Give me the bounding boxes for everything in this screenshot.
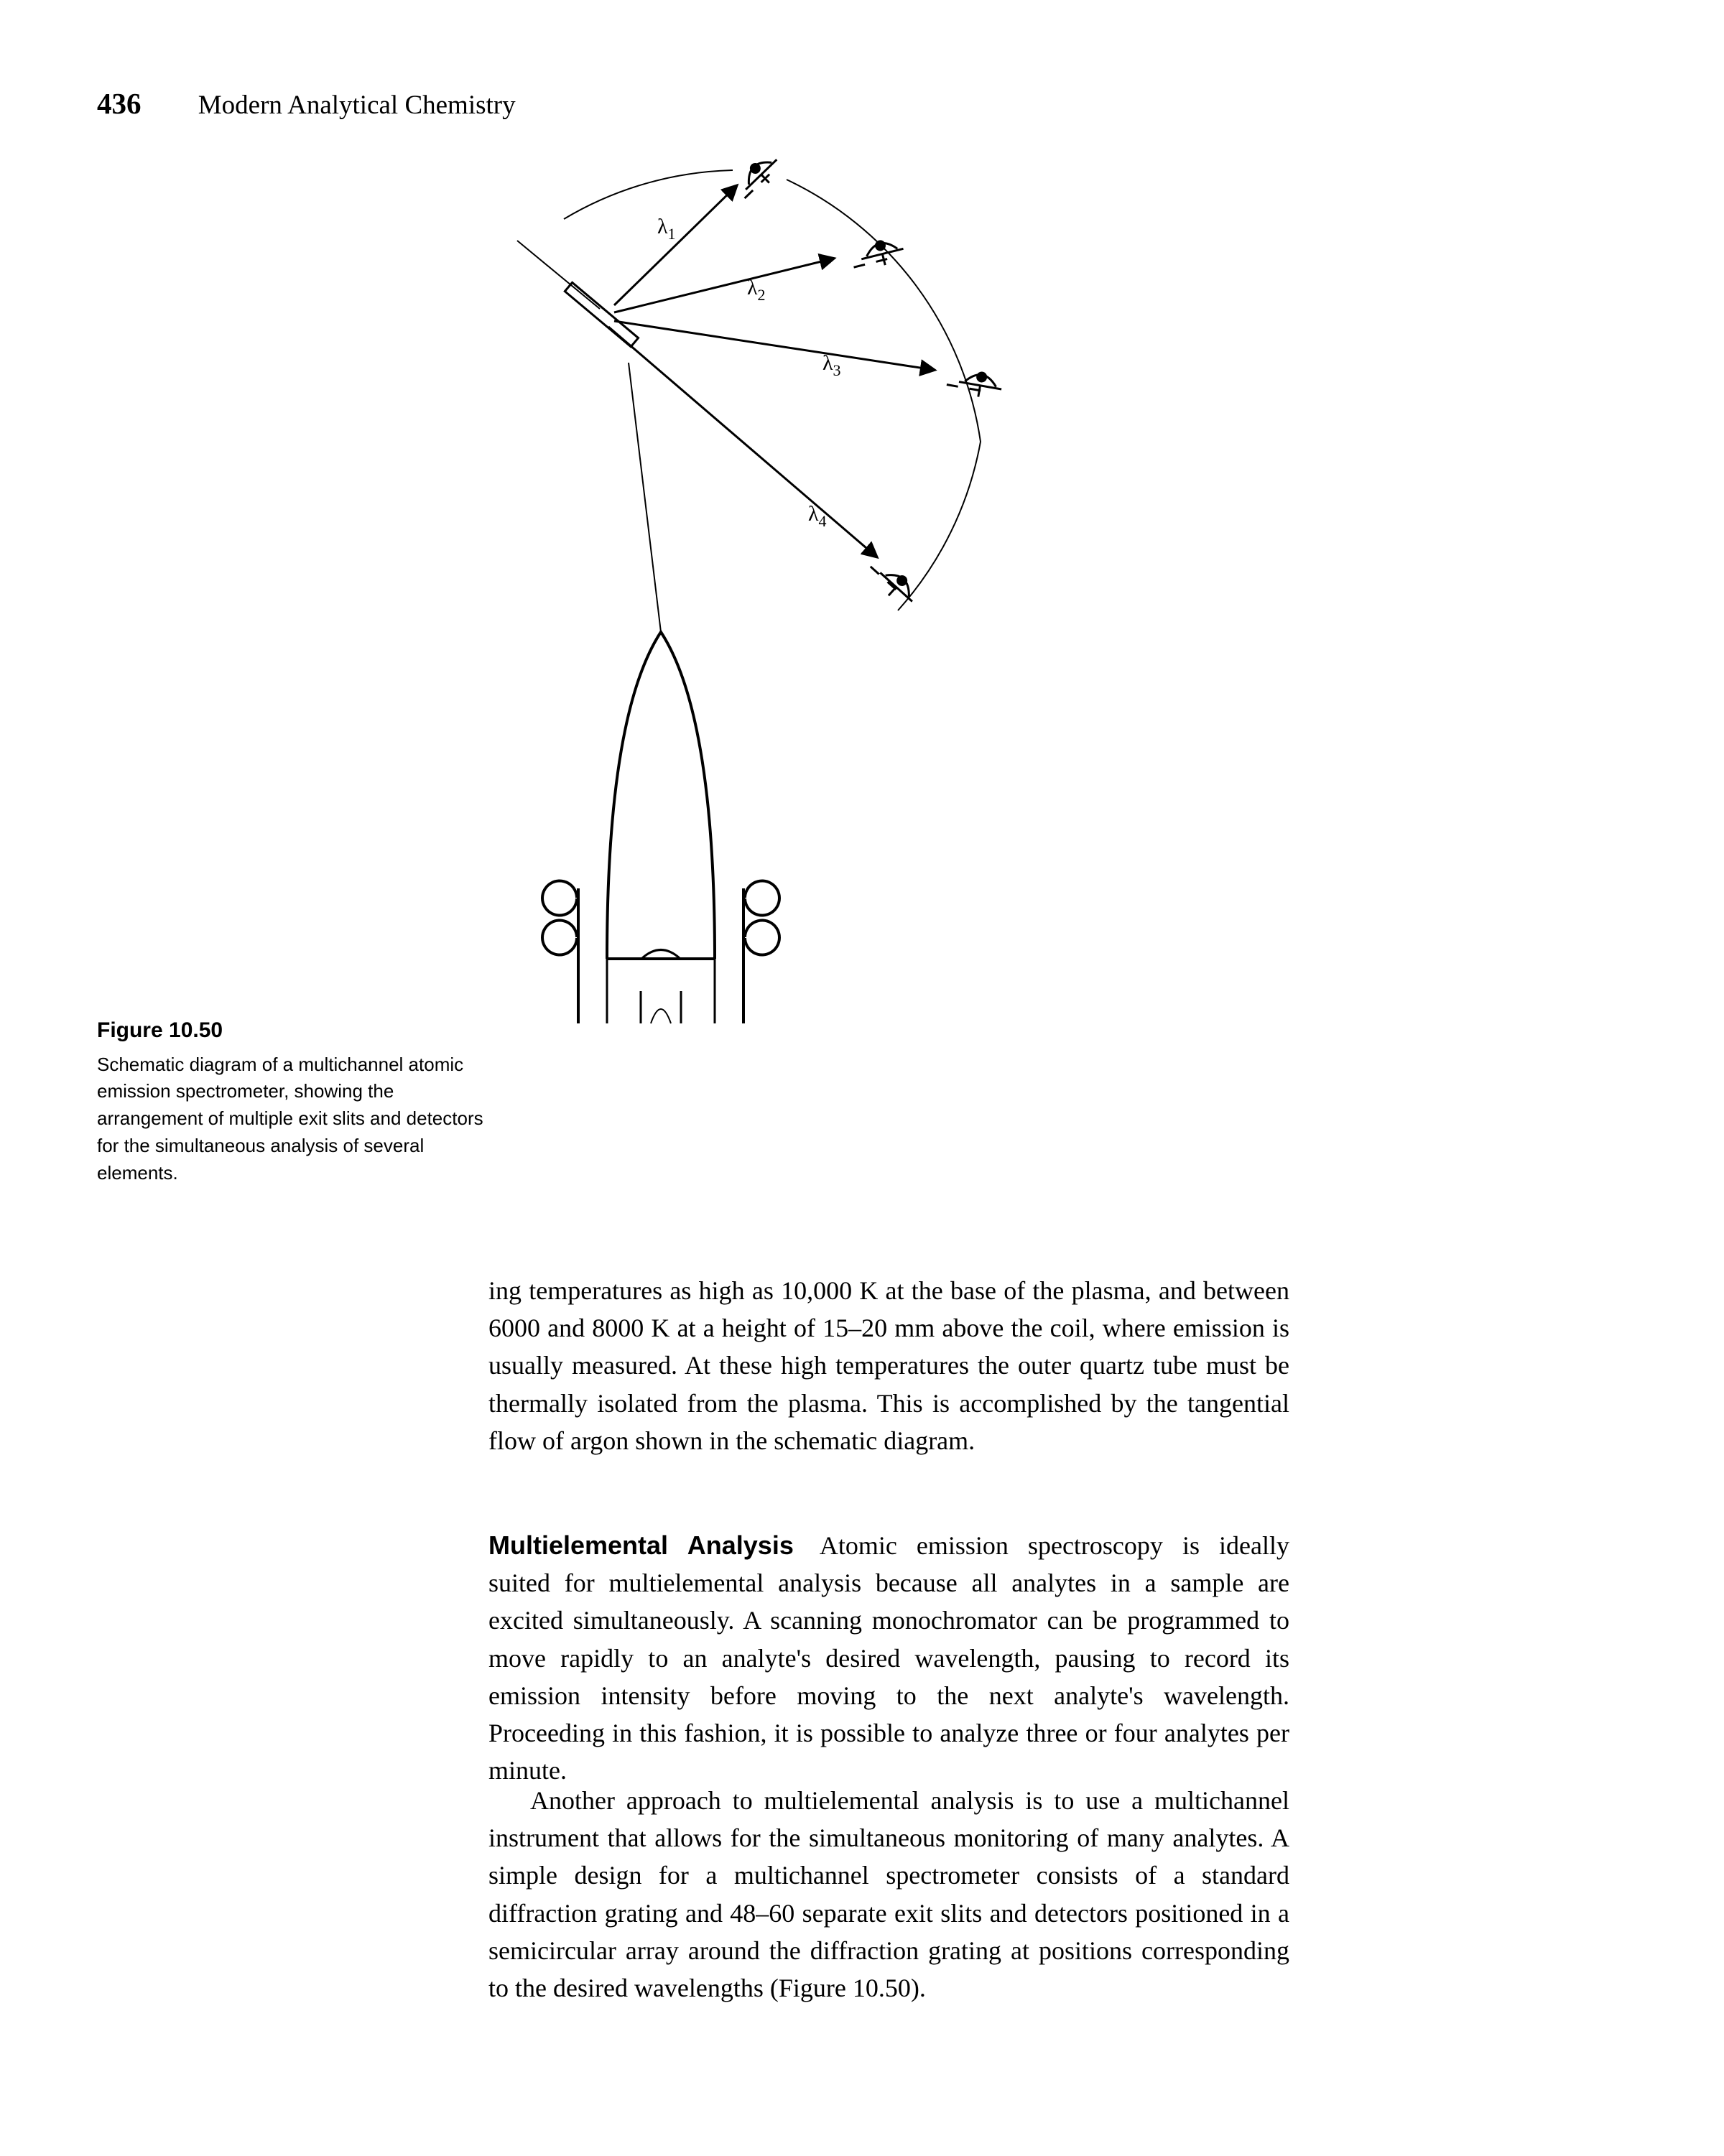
figure-caption: Figure 10.50 Schematic diagram of a mult… xyxy=(97,1016,485,1186)
svg-text:λ1: λ1 xyxy=(657,215,676,243)
run-in-heading: Multielemental Analysis xyxy=(488,1530,794,1560)
figure-diagram: λ1 λ2 λ3 λ4 xyxy=(499,154,1002,1106)
svg-text:λ4: λ4 xyxy=(808,502,827,530)
figure-label: Figure 10.50 xyxy=(97,1016,485,1046)
body-paragraph-2: Multielemental Analysis Atomic emission … xyxy=(488,1527,1289,1789)
body-paragraph-2-text: Atomic emission spectroscopy is ideally … xyxy=(488,1531,1289,1785)
page-number: 436 xyxy=(97,87,142,120)
body-paragraph-3: Another approach to multielemental analy… xyxy=(488,1782,1289,2007)
figure-caption-text: Schematic diagram of a multichannel atom… xyxy=(97,1054,483,1184)
spectrometer-schematic-icon: λ1 λ2 λ3 λ4 xyxy=(499,154,1002,1106)
svg-text:λ2: λ2 xyxy=(747,276,766,304)
book-title: Modern Analytical Chemistry xyxy=(198,90,516,120)
page-header: 436 Modern Analytical Chemistry xyxy=(97,86,516,121)
body-paragraph-1: ing temperatures as high as 10,000 K at … xyxy=(488,1272,1289,1459)
page: 436 Modern Analytical Chemistry xyxy=(0,0,1724,2156)
